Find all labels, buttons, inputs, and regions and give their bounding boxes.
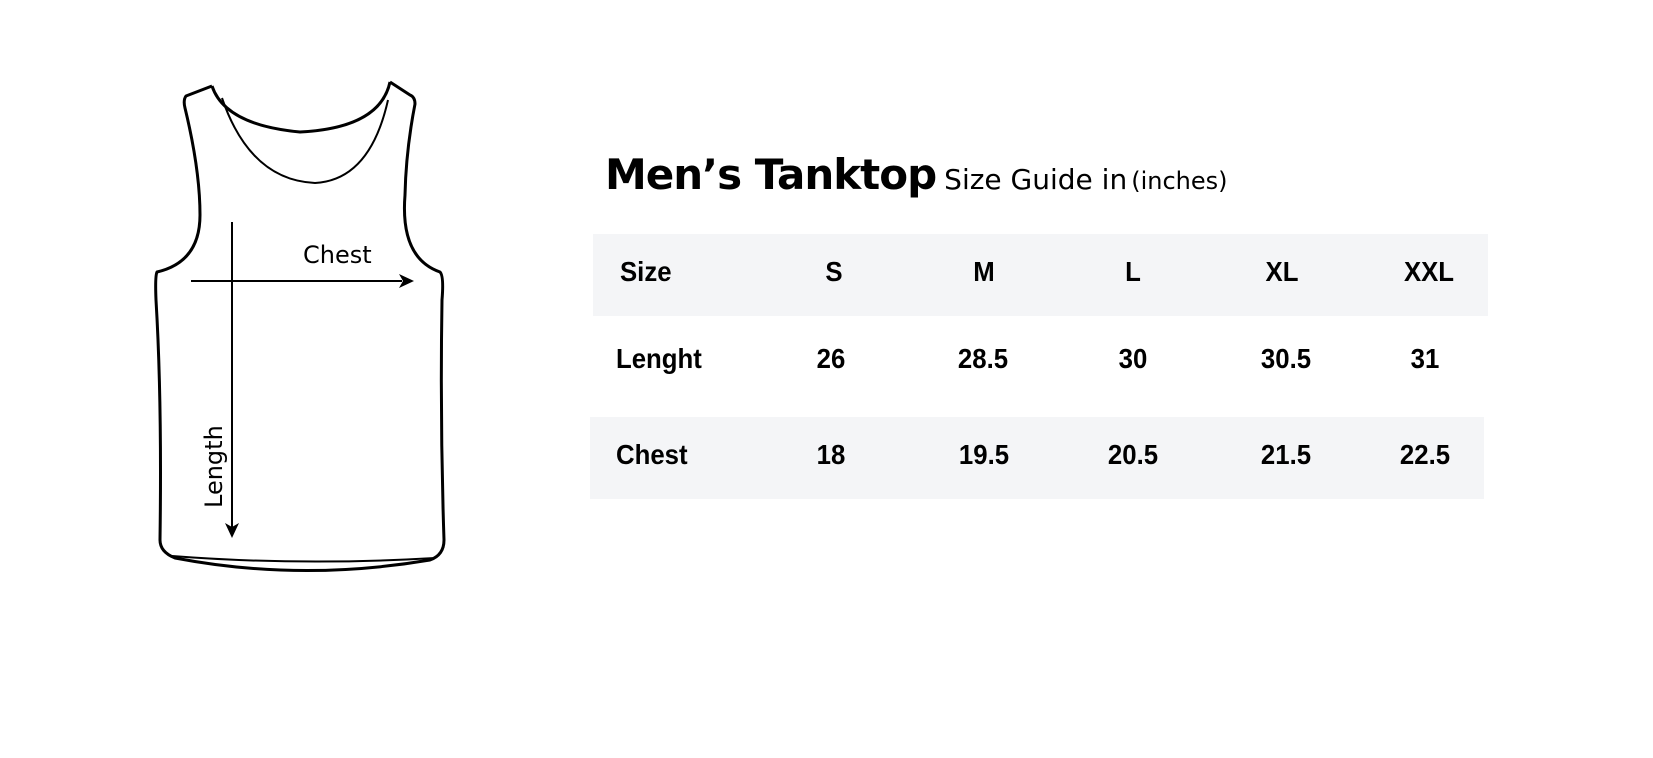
title-unit: (inches) (1131, 167, 1228, 195)
table-cell: 21.5 (1260, 439, 1312, 470)
table-row-length: Lenght 26 28.5 30 30.5 31 (0, 343, 1653, 383)
header-band (593, 234, 1488, 316)
length-label: Length (200, 425, 228, 508)
table-cell: 28.5 (957, 343, 1009, 374)
chest-arrow-head (399, 274, 414, 288)
table-cell: 20.5 (1107, 439, 1159, 470)
tanktop-hem-inner (171, 555, 436, 563)
table-cell: 31 (1410, 343, 1440, 374)
table-cell: 26 (816, 343, 846, 374)
length-arrow-head (225, 523, 239, 538)
header-cell: XL (1265, 256, 1299, 287)
table-cell: 18 (816, 439, 846, 470)
title-main: Men’s Tanktop (605, 150, 937, 199)
header-cell: S (825, 256, 843, 287)
tanktop-neckline-outer (210, 81, 392, 134)
tanktop-neckline-inner (221, 97, 389, 184)
table-row-chest: Chest 18 19.5 20.5 21.5 22.5 (0, 439, 1653, 479)
row-label: Lenght (616, 343, 702, 374)
table-cell: 30 (1118, 343, 1148, 374)
table-cell: 19.5 (958, 439, 1010, 470)
row-label: Chest (616, 439, 688, 470)
tanktop-outline (154, 80, 446, 573)
title-sub: Size Guide in (944, 163, 1128, 196)
header-cell: M (973, 256, 995, 287)
size-header-row: Size S M L XL XXL (0, 256, 1653, 296)
header-cell: XXL (1403, 256, 1455, 287)
table-cell: 22.5 (1399, 439, 1451, 470)
chest-label: Chest (303, 241, 372, 269)
header-cell: Size (620, 256, 672, 287)
header-cell: L (1125, 256, 1141, 287)
page-title: Men’s Tanktop Size Guide in (inches) (605, 150, 1227, 199)
chest-row-band (590, 417, 1484, 499)
table-cell: 30.5 (1260, 343, 1312, 374)
